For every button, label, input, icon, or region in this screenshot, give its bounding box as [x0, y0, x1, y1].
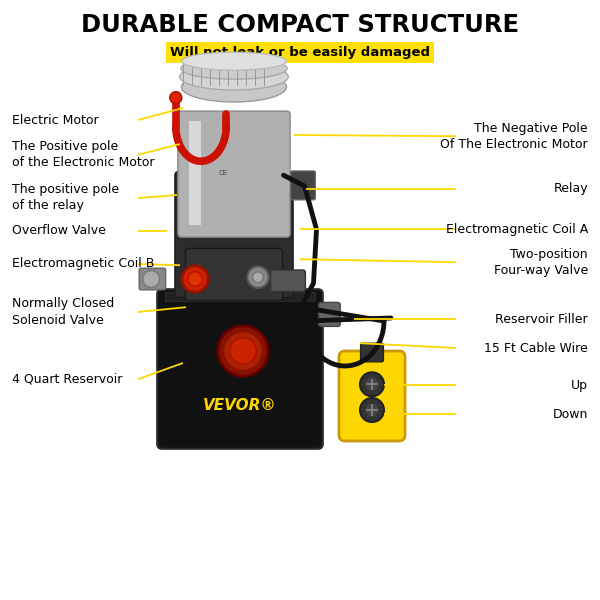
Ellipse shape [181, 58, 287, 79]
Text: 15 Ft Cable Wire: 15 Ft Cable Wire [484, 341, 588, 355]
Circle shape [188, 272, 202, 286]
FancyBboxPatch shape [361, 343, 383, 362]
Text: The Positive pole
of the Electronic Motor: The Positive pole of the Electronic Moto… [12, 140, 155, 169]
Ellipse shape [180, 64, 289, 90]
Polygon shape [165, 292, 315, 301]
FancyBboxPatch shape [339, 351, 405, 441]
Circle shape [365, 403, 379, 417]
Text: Overflow Valve: Overflow Valve [12, 224, 106, 238]
Text: The positive pole
of the relay: The positive pole of the relay [12, 184, 119, 212]
Text: Down: Down [553, 407, 588, 421]
FancyBboxPatch shape [291, 171, 316, 200]
Polygon shape [190, 121, 202, 225]
Text: Reservoir Filler: Reservoir Filler [496, 313, 588, 326]
Text: The Negative Pole
Of The Electronic Motor: The Negative Pole Of The Electronic Moto… [440, 122, 588, 151]
Ellipse shape [182, 52, 287, 70]
Circle shape [247, 266, 269, 288]
Circle shape [218, 326, 268, 376]
Text: DURABLE COMPACT STRUCTURE: DURABLE COMPACT STRUCTURE [81, 13, 519, 37]
FancyBboxPatch shape [178, 111, 290, 237]
Text: CE: CE [218, 170, 228, 176]
Circle shape [253, 272, 263, 283]
FancyBboxPatch shape [139, 268, 166, 290]
FancyBboxPatch shape [157, 289, 323, 449]
Circle shape [170, 92, 182, 104]
Text: Will not leak or be easily damaged: Will not leak or be easily damaged [170, 46, 430, 59]
Text: VEVOR®: VEVOR® [203, 397, 277, 413]
Text: Electromagnetic Coil A: Electromagnetic Coil A [446, 223, 588, 236]
Circle shape [365, 377, 379, 391]
FancyBboxPatch shape [175, 172, 293, 298]
FancyBboxPatch shape [185, 248, 283, 301]
Ellipse shape [182, 72, 287, 102]
Text: 4 Quart Reservoir: 4 Quart Reservoir [12, 373, 122, 386]
Circle shape [360, 372, 384, 396]
Circle shape [143, 271, 160, 287]
Circle shape [360, 398, 384, 422]
Text: Electric Motor: Electric Motor [12, 113, 98, 127]
Circle shape [223, 331, 263, 371]
Circle shape [230, 338, 256, 364]
Text: Normally Closed
Solenoid Valve: Normally Closed Solenoid Valve [12, 298, 114, 326]
FancyBboxPatch shape [319, 302, 340, 326]
Circle shape [182, 266, 208, 292]
Text: Relay: Relay [553, 182, 588, 196]
Text: Electromagnetic Coil B: Electromagnetic Coil B [12, 257, 154, 271]
FancyBboxPatch shape [271, 270, 305, 292]
Text: Up: Up [571, 379, 588, 392]
Text: Two-position
Four-way Valve: Two-position Four-way Valve [494, 248, 588, 277]
